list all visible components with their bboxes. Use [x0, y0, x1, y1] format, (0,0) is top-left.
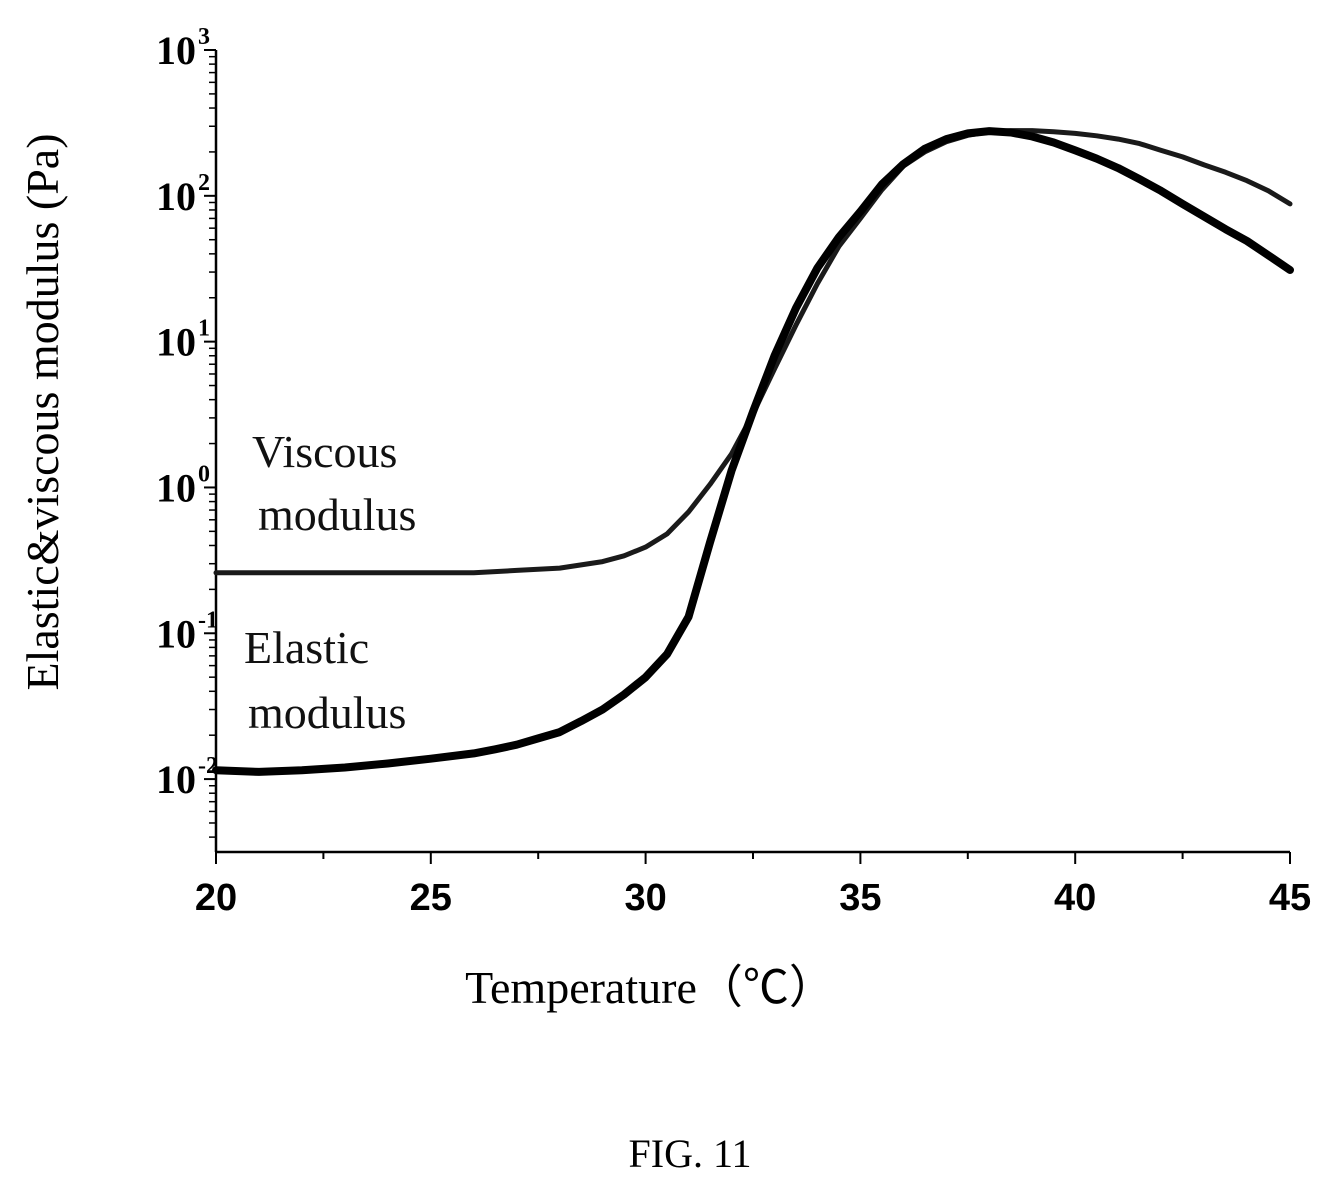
y-tick-exponent: -2: [198, 753, 218, 779]
y-tick-label: 10: [156, 757, 196, 802]
x-tick-label: 25: [410, 877, 452, 919]
y-tick-exponent: -1: [198, 607, 218, 633]
series-layer: [212, 127, 1294, 776]
y-tick-exponent: 1: [198, 316, 210, 342]
y-tick-label: 10: [156, 28, 196, 73]
annotation-viscous-line2: modulus: [258, 489, 416, 540]
y-tick-label: 10: [156, 174, 196, 219]
y-axis-title: Elastic&viscous modulus (Pa): [17, 133, 68, 690]
annotation-elastic-line1: Elastic: [244, 622, 369, 673]
x-tick-label: 30: [624, 877, 666, 919]
series-line-elastic: [212, 127, 1294, 776]
plot-axes: [204, 49, 1291, 864]
x-tick-label: 35: [839, 877, 881, 919]
y-tick-label: 10: [156, 611, 196, 656]
x-tick-label: 45: [1269, 877, 1311, 919]
y-tick-label: 10: [156, 320, 196, 365]
figure-caption: FIG. 11: [629, 1131, 752, 1176]
y-tick-exponent: 2: [198, 170, 210, 196]
annotation-viscous-line1: Viscous: [252, 426, 397, 477]
x-tick-label: 20: [195, 877, 237, 919]
y-tick-label: 10: [156, 465, 196, 510]
x-tick-label: 40: [1054, 877, 1096, 919]
annotation-elastic-line2: modulus: [248, 687, 406, 738]
y-tick-exponent: 3: [198, 24, 210, 50]
x-axis-title: Temperature（℃）: [465, 962, 835, 1013]
y-tick-exponent: 0: [198, 461, 210, 487]
